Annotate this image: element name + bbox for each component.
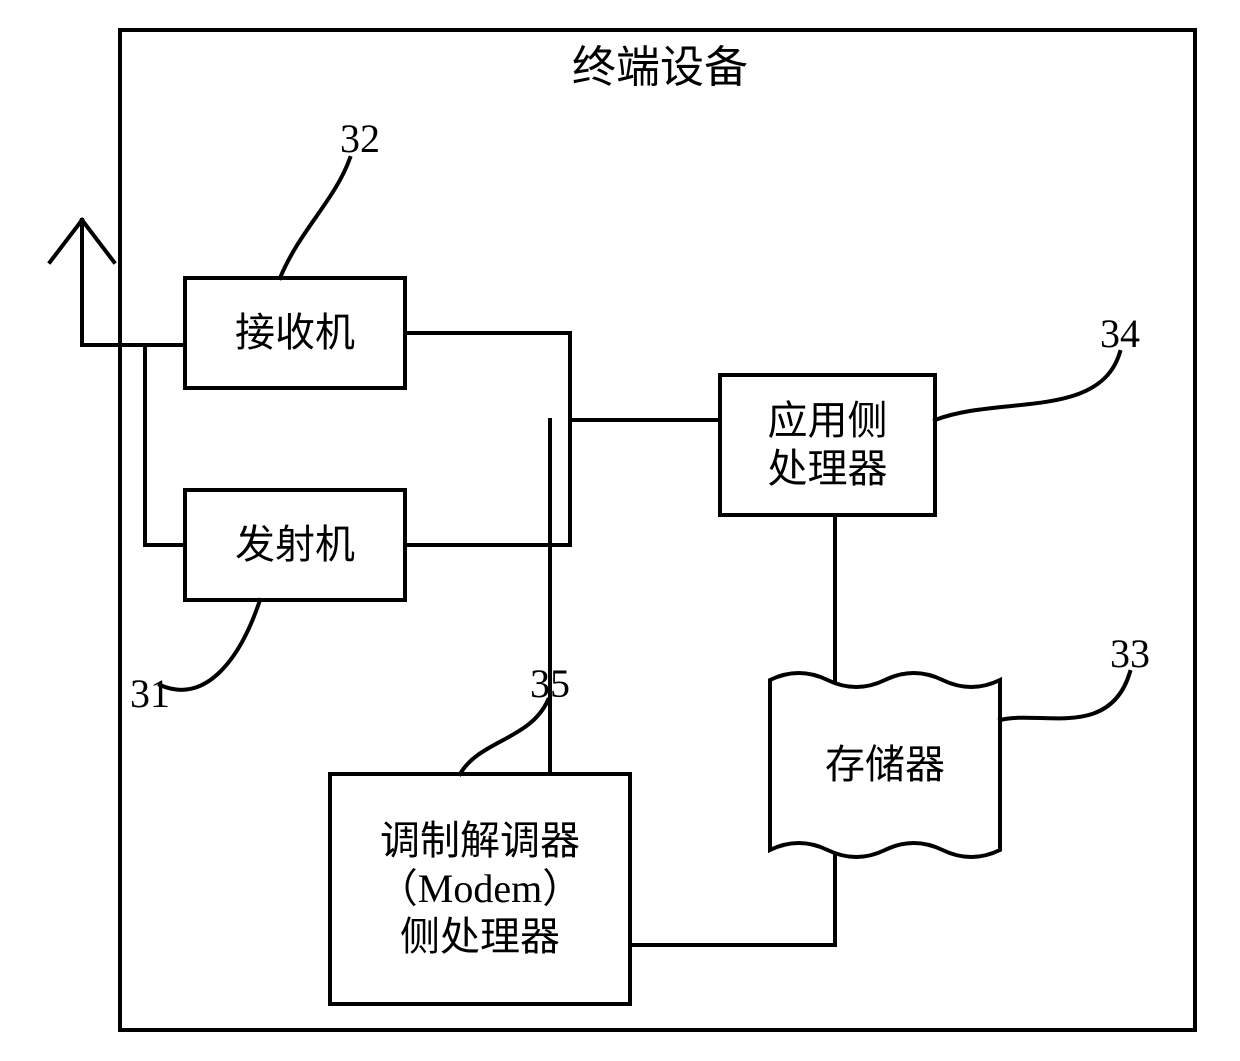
antenna-icon xyxy=(50,220,114,345)
app-processor-box xyxy=(720,375,935,515)
transmitter-box xyxy=(185,490,405,600)
modem-processor-box xyxy=(330,774,630,1004)
memory-box xyxy=(770,673,1000,857)
diagram-canvas: 终端设备接收机发射机应用侧 处理器调制解调器 （Modem） 侧处理器存储器31… xyxy=(0,0,1240,1061)
receiver-box xyxy=(185,278,405,388)
